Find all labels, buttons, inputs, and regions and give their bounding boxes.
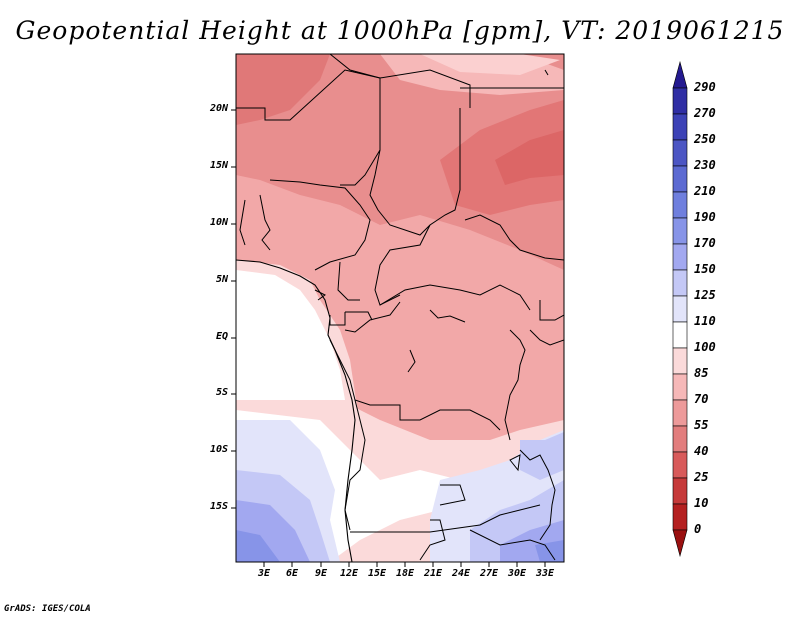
colorbar-box <box>672 425 688 453</box>
colorbar-box <box>672 321 688 349</box>
lon-ticks <box>263 562 546 567</box>
lon-label: 3E <box>257 568 271 579</box>
lat-label: 10S <box>209 444 228 455</box>
lon-label: 24E <box>451 568 471 579</box>
colorbar-arrow-top <box>672 60 688 89</box>
colorbar-label: 170 <box>694 236 716 250</box>
lat-label: 15N <box>209 160 228 171</box>
colorbar-label: 290 <box>694 80 716 94</box>
lat-label: 5N <box>215 274 228 285</box>
colorbar-box <box>672 87 688 115</box>
lon-label: 21E <box>423 568 443 579</box>
colorbar-label: 0 <box>694 522 702 536</box>
colorbar-box <box>672 113 688 141</box>
lat-label: 10N <box>209 217 228 228</box>
map-frame <box>235 53 565 563</box>
lat-label: 15S <box>209 501 228 512</box>
lon-label: 27E <box>479 568 499 579</box>
colorbar-label: 10 <box>694 496 709 510</box>
lon-label: 30E <box>507 568 527 579</box>
country-borders <box>236 54 564 561</box>
colorbar-box <box>672 451 688 479</box>
colorbar-box <box>672 269 688 297</box>
colorbar-box <box>672 165 688 193</box>
colorbar-label: 125 <box>694 288 716 302</box>
colorbar-label: 110 <box>694 314 716 328</box>
lon-label: 18E <box>395 568 415 579</box>
coastline <box>236 259 356 562</box>
lat-ticks <box>231 109 236 509</box>
colorbar-label: 55 <box>694 418 709 432</box>
colorbar-label: 230 <box>694 158 716 172</box>
grads-credit: GrADS: IGES/COLA <box>4 604 91 614</box>
colorbar-label: 100 <box>694 340 716 354</box>
colorbar-label: 25 <box>694 470 709 484</box>
colorbar-box <box>672 399 688 427</box>
lon-label: 33E <box>535 568 555 579</box>
colorbar-arrow-bottom <box>672 529 688 558</box>
chart-title: Geopotential Height at 1000hPa [gpm], VT… <box>15 16 785 45</box>
colorbar-box <box>672 191 688 219</box>
colorbar-box <box>672 217 688 245</box>
lat-label: 5S <box>215 387 228 398</box>
lon-label: 15E <box>367 568 387 579</box>
height-field <box>236 54 564 562</box>
colorbar-box <box>672 295 688 323</box>
colorbar-box <box>672 503 688 531</box>
colorbar-label: 40 <box>694 444 709 458</box>
colorbar-box <box>672 243 688 271</box>
lon-label: 9E <box>314 568 328 579</box>
lon-label: 12E <box>339 568 359 579</box>
colorbar-box <box>672 139 688 167</box>
lon-label: 6E <box>285 568 299 579</box>
colorbar-box <box>672 477 688 505</box>
colorbar-label: 270 <box>694 106 716 120</box>
colorbar-label: 210 <box>694 184 716 198</box>
lat-label: EQ <box>215 331 228 342</box>
lat-label: 20N <box>209 103 228 114</box>
colorbar-label: 150 <box>694 262 716 276</box>
colorbar-label: 70 <box>694 392 709 406</box>
colorbar-label: 85 <box>694 366 709 380</box>
colorbar-box <box>672 373 688 401</box>
colorbar-box <box>672 347 688 375</box>
colorbar-label: 250 <box>694 132 716 146</box>
colorbar-label: 190 <box>694 210 716 224</box>
